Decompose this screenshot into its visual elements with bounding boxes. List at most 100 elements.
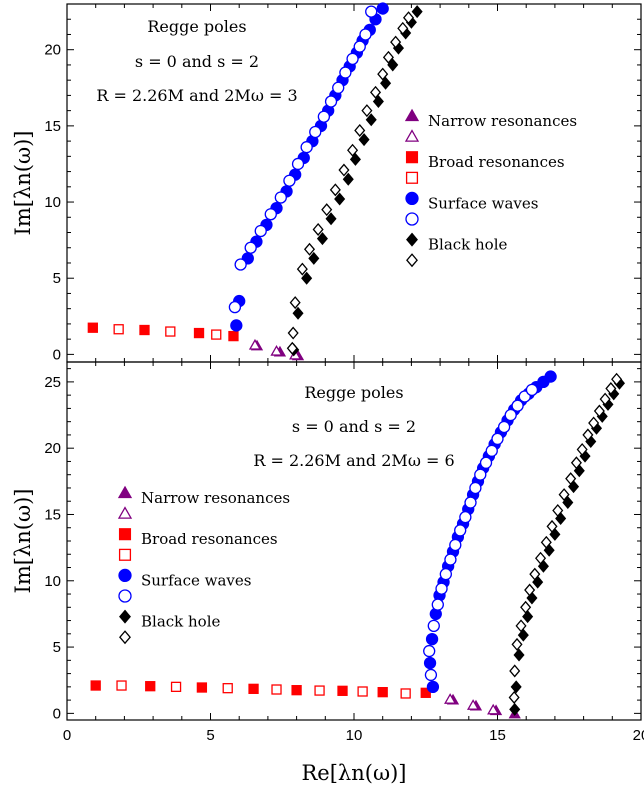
data-point	[517, 628, 529, 642]
data-point	[312, 222, 324, 236]
bottom-annotation-line-2: s = 0 and s = 2	[292, 417, 416, 436]
data-point	[544, 370, 557, 383]
data-point	[365, 5, 378, 18]
data-point	[248, 338, 262, 350]
data-point	[289, 296, 301, 310]
data-point	[264, 208, 277, 221]
data-point	[546, 519, 558, 533]
data-point	[570, 456, 582, 470]
data-point	[382, 50, 394, 64]
top-y-axis-label: Im[λn(ω)]	[11, 131, 35, 236]
data-point	[576, 443, 588, 457]
legend-marker	[405, 191, 419, 206]
data-point	[193, 327, 205, 339]
data-point	[222, 683, 233, 694]
data-point	[365, 113, 377, 127]
y-tick-label: 0	[53, 705, 61, 722]
data-point	[196, 682, 208, 693]
data-point	[308, 251, 320, 265]
x-tick-label: 20	[633, 727, 644, 744]
data-point	[479, 456, 493, 469]
data-point	[524, 583, 536, 597]
data-point	[291, 685, 302, 696]
data-point	[510, 680, 522, 694]
data-point	[116, 680, 127, 691]
data-point	[515, 619, 527, 633]
data-point	[525, 383, 539, 396]
top-data-points	[87, 2, 423, 361]
data-point	[283, 174, 296, 187]
data-point	[270, 345, 283, 356]
top-annotation: Regge poles s = 0 and s = 2 R = 2.26M an…	[96, 17, 297, 105]
legend-marker	[405, 212, 419, 226]
legend-marker	[119, 630, 131, 645]
bottom-y-axis-label: Im[λn(ω)]	[11, 489, 35, 594]
data-point	[611, 372, 623, 386]
legend-label: Surface waves	[428, 194, 538, 212]
data-point	[248, 683, 259, 694]
x-tick-label: 15	[489, 727, 506, 744]
data-point	[211, 329, 222, 340]
data-point	[113, 324, 124, 335]
top-legend: Narrow resonances Broad resonances Surface…	[404, 108, 577, 268]
data-point	[271, 684, 282, 695]
data-point	[464, 496, 477, 509]
data-point	[511, 637, 523, 651]
bottom-annotation: Regge poles s = 0 and s = 2 R = 2.26M an…	[253, 383, 454, 470]
legend-label: Broad resonances	[428, 153, 565, 171]
legend-label: Surface waves	[141, 571, 251, 589]
data-point	[361, 104, 373, 118]
y-tick-label: 10	[44, 194, 61, 211]
bottom-annotation-line-3: R = 2.26M and 2Mω = 6	[253, 451, 454, 470]
data-point	[359, 28, 372, 41]
bottom-data-points	[90, 370, 626, 719]
data-point	[425, 632, 439, 646]
legend-marker	[118, 568, 132, 583]
legend-marker	[405, 151, 419, 164]
x-tick-label: 0	[63, 727, 71, 744]
data-point	[497, 420, 511, 434]
data-point	[170, 681, 182, 693]
data-point	[522, 610, 534, 624]
data-point	[332, 81, 345, 94]
x-axis-label: Re[λn(ω)]	[302, 761, 407, 785]
data-point	[339, 66, 352, 79]
data-point	[427, 619, 440, 633]
data-point	[387, 58, 399, 72]
data-point	[301, 271, 313, 285]
top-annotation-line-3: R = 2.26M and 2Mω = 3	[96, 86, 297, 105]
data-point	[565, 472, 577, 486]
data-point	[287, 326, 299, 340]
y-tick-label: 10	[44, 573, 61, 590]
data-point	[321, 203, 333, 217]
top-tick-labels: 0 5 10 15 20	[44, 42, 61, 364]
legend-marker	[404, 108, 420, 122]
data-point	[377, 687, 388, 698]
legend-label: Narrow resonances	[428, 112, 577, 130]
legend-marker	[117, 485, 133, 499]
data-point	[444, 693, 457, 704]
data-point	[605, 382, 617, 396]
data-point	[558, 488, 570, 502]
y-tick-label: 25	[44, 374, 61, 391]
data-point	[513, 648, 525, 662]
top-annotation-line-2: s = 0 and s = 2	[135, 52, 259, 71]
data-point	[426, 680, 440, 694]
legend-marker	[118, 528, 132, 541]
data-point	[439, 567, 452, 581]
data-point	[491, 432, 504, 446]
data-point	[390, 35, 402, 49]
y-tick-label: 20	[44, 440, 61, 457]
data-point	[454, 524, 467, 537]
data-point	[324, 95, 338, 108]
data-point	[588, 416, 600, 430]
data-point	[353, 40, 366, 53]
data-point	[509, 664, 521, 678]
bottom-panel: 0 5 10 15 20 0 5 10 15 20 25 Im[λn(ω)] Re[λn(ω)] R…	[11, 361, 644, 785]
data-point	[139, 324, 150, 336]
data-point	[354, 123, 366, 137]
data-point	[474, 468, 487, 481]
data-point	[358, 133, 370, 147]
legend-marker	[406, 232, 418, 247]
data-point	[274, 191, 287, 204]
